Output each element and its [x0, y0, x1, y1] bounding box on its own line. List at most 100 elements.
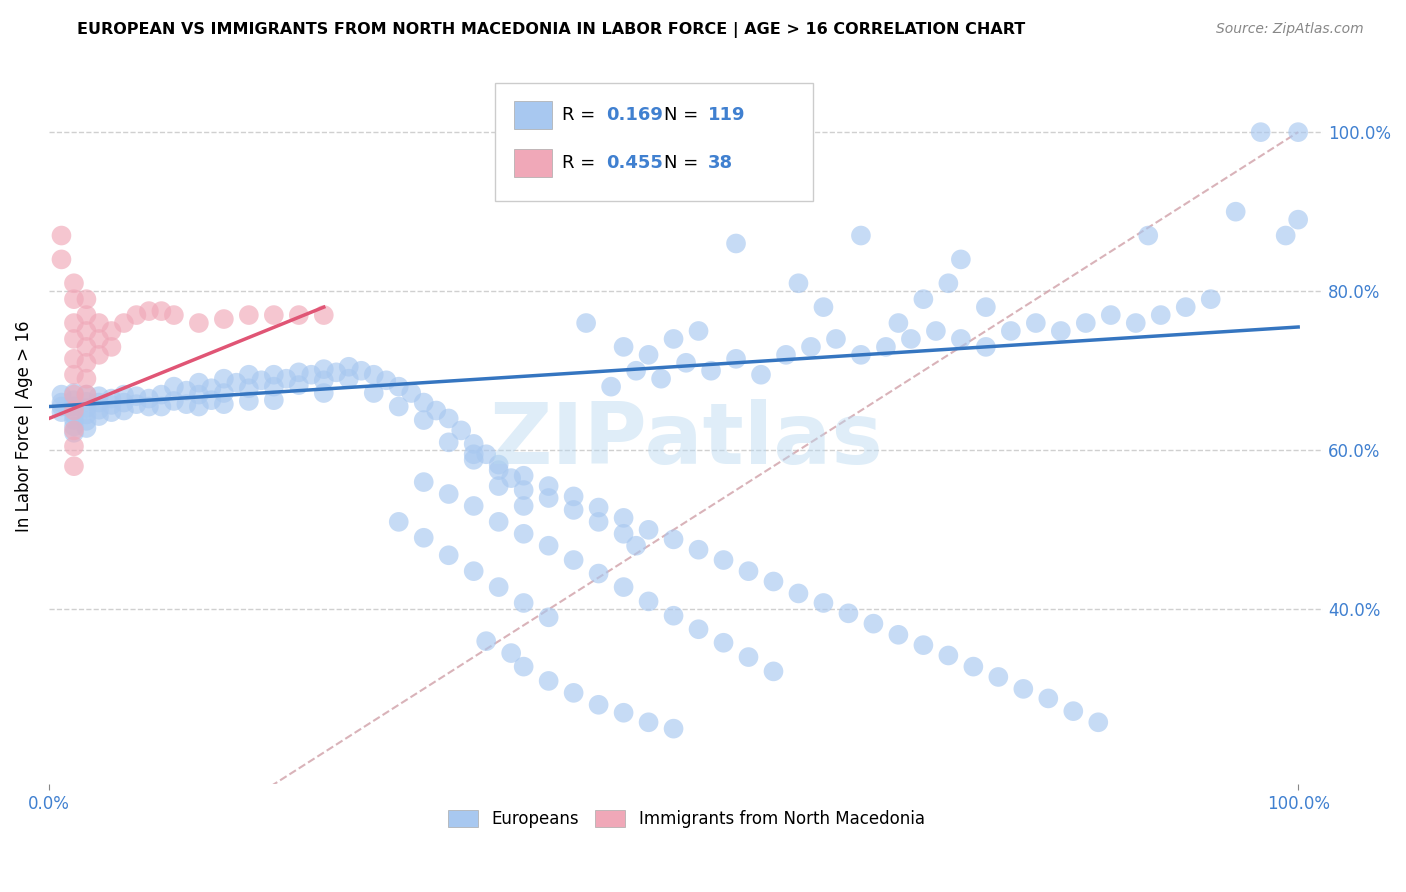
- Legend: Europeans, Immigrants from North Macedonia: Europeans, Immigrants from North Macedon…: [441, 803, 931, 834]
- Point: [588, 500, 610, 515]
- Point: [463, 452, 485, 467]
- Y-axis label: In Labor Force | Age > 16: In Labor Force | Age > 16: [15, 320, 32, 533]
- Point: [1087, 715, 1109, 730]
- Point: [1137, 228, 1160, 243]
- Text: 38: 38: [707, 154, 733, 172]
- Point: [437, 487, 460, 501]
- Point: [63, 400, 86, 414]
- Point: [238, 394, 260, 409]
- Point: [112, 403, 135, 417]
- Point: [388, 379, 411, 393]
- Point: [613, 706, 636, 720]
- Point: [800, 340, 823, 354]
- Point: [288, 365, 311, 379]
- Point: [437, 435, 460, 450]
- Point: [637, 523, 659, 537]
- Text: R =: R =: [562, 106, 602, 124]
- Point: [588, 698, 610, 712]
- Point: [849, 228, 872, 243]
- Point: [512, 499, 534, 513]
- Text: R =: R =: [562, 154, 602, 172]
- Point: [488, 479, 510, 493]
- Point: [1250, 125, 1272, 139]
- Point: [475, 634, 498, 648]
- Point: [775, 348, 797, 362]
- Point: [450, 424, 472, 438]
- Point: [75, 324, 97, 338]
- Point: [488, 580, 510, 594]
- Point: [512, 659, 534, 673]
- Point: [662, 332, 685, 346]
- Point: [1274, 228, 1296, 243]
- Point: [925, 324, 948, 338]
- Point: [125, 389, 148, 403]
- Point: [51, 387, 73, 401]
- Point: [624, 364, 647, 378]
- Point: [63, 351, 86, 366]
- Point: [1174, 300, 1197, 314]
- Point: [949, 252, 972, 267]
- Point: [350, 364, 373, 378]
- Text: Source: ZipAtlas.com: Source: ZipAtlas.com: [1216, 22, 1364, 37]
- Point: [613, 580, 636, 594]
- Point: [63, 408, 86, 422]
- Point: [263, 368, 285, 382]
- Point: [51, 228, 73, 243]
- Point: [624, 539, 647, 553]
- Point: [200, 393, 222, 408]
- Point: [588, 515, 610, 529]
- Point: [875, 340, 897, 354]
- Point: [412, 395, 434, 409]
- Point: [488, 515, 510, 529]
- Point: [637, 348, 659, 362]
- Point: [437, 548, 460, 562]
- Point: [724, 351, 747, 366]
- Point: [1286, 212, 1309, 227]
- Point: [562, 553, 585, 567]
- Point: [412, 413, 434, 427]
- Point: [176, 384, 198, 398]
- Point: [399, 386, 422, 401]
- Point: [1012, 681, 1035, 696]
- Point: [375, 373, 398, 387]
- Point: [938, 648, 960, 663]
- Point: [562, 503, 585, 517]
- Point: [63, 387, 86, 401]
- Point: [662, 533, 685, 547]
- Point: [163, 379, 186, 393]
- Point: [312, 362, 335, 376]
- Point: [1038, 691, 1060, 706]
- Point: [463, 437, 485, 451]
- Point: [912, 292, 935, 306]
- Point: [112, 316, 135, 330]
- Point: [87, 348, 110, 362]
- Point: [212, 312, 235, 326]
- Point: [75, 414, 97, 428]
- Point: [388, 400, 411, 414]
- Point: [762, 665, 785, 679]
- Point: [713, 636, 735, 650]
- Point: [512, 483, 534, 497]
- Point: [737, 564, 759, 578]
- Point: [100, 340, 122, 354]
- Point: [187, 387, 209, 401]
- Point: [63, 403, 86, 417]
- Point: [813, 300, 835, 314]
- Point: [412, 531, 434, 545]
- Point: [987, 670, 1010, 684]
- Text: 119: 119: [707, 106, 745, 124]
- Point: [238, 308, 260, 322]
- Point: [63, 332, 86, 346]
- Point: [613, 340, 636, 354]
- Point: [75, 387, 97, 401]
- Point: [537, 491, 560, 505]
- Point: [63, 292, 86, 306]
- Point: [212, 397, 235, 411]
- Point: [463, 447, 485, 461]
- Point: [100, 392, 122, 406]
- Point: [787, 586, 810, 600]
- Point: [75, 401, 97, 416]
- Point: [63, 413, 86, 427]
- Point: [862, 616, 884, 631]
- Point: [1199, 292, 1222, 306]
